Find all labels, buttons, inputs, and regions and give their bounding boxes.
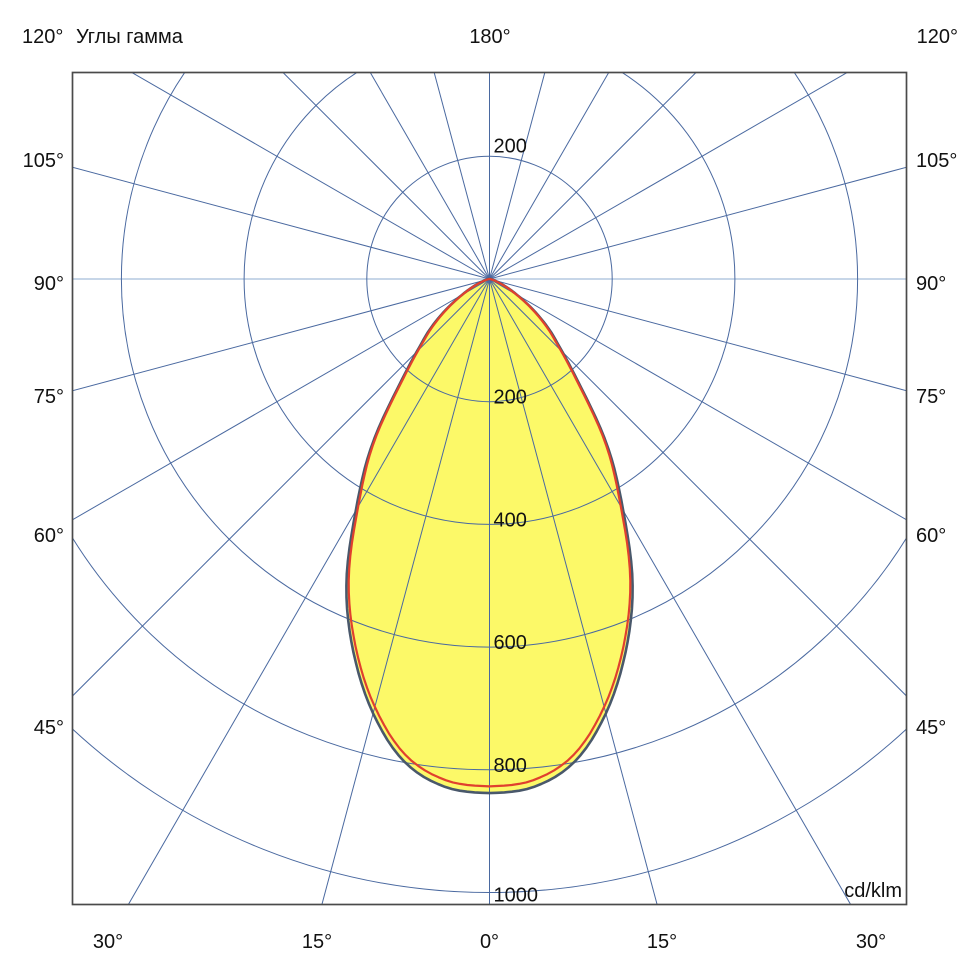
grid-radial-line [72, 278, 490, 521]
gamma-label-bottom: 30° [93, 931, 123, 953]
grid-radial-line [489, 278, 658, 905]
gamma-corner-label-right: 120° [916, 26, 958, 48]
grid-radial-line [489, 166, 907, 280]
grid-radial-line [72, 166, 490, 280]
gamma-label-bottom: 15° [302, 931, 332, 953]
gamma-top-label: 180° [469, 26, 511, 48]
grid-radial-line [489, 72, 698, 280]
grid-radial-line [129, 72, 490, 280]
grid-radial-line [72, 278, 490, 698]
radial-tick-label: 400 [494, 509, 527, 531]
gamma-label-left: 60° [34, 525, 64, 547]
gamma-label-bottom: 15° [647, 931, 677, 953]
radial-tick-label-top: 200 [494, 135, 527, 157]
gamma-label-right: 105° [916, 150, 957, 172]
radial-tick-label: 200 [494, 387, 527, 409]
grid-radial-line [489, 278, 907, 521]
gamma-label-bottom: 0° [480, 931, 499, 953]
grid-radial-line [489, 72, 610, 280]
gamma-label-right: 60° [916, 525, 946, 547]
radial-tick-label: 800 [494, 755, 527, 777]
radial-tick-label: 600 [494, 632, 527, 654]
radial-tick-label: 1000 [494, 885, 539, 907]
gamma-label-left: 45° [34, 717, 64, 739]
grid-radial-line [489, 72, 850, 280]
gamma-label-right: 75° [916, 386, 946, 408]
gamma-label-left: 75° [34, 386, 64, 408]
grid-circle [121, 72, 858, 648]
gamma-label-right: 90° [916, 273, 946, 295]
grid-radial-line [369, 72, 490, 280]
grid-radial-line [127, 278, 490, 905]
grid-radial-line [72, 278, 490, 392]
chart-title: Углы гамма [76, 26, 183, 48]
intensity-curve-red [347, 277, 632, 788]
grid-radial-line [321, 278, 490, 905]
grid-radial-line [489, 278, 907, 392]
gamma-label-left: 105° [23, 150, 64, 172]
grid-circle [72, 535, 907, 771]
grid-radial-line [489, 72, 546, 280]
unit-label: cd/klm [844, 880, 902, 902]
grid-radial-line [489, 278, 852, 905]
plot-border [71, 71, 908, 906]
gamma-label-bottom: 30° [856, 931, 886, 953]
grid-radial-line [433, 72, 490, 280]
grid-circle [366, 155, 613, 403]
gamma-label-left: 90° [34, 273, 64, 295]
grid-circle [72, 727, 907, 893]
grid-circle [243, 72, 736, 525]
grid-radial-line [281, 72, 490, 280]
grid-radial-line [489, 278, 907, 698]
gamma-corner-label-left: 120° [22, 26, 64, 48]
gamma-label-right: 45° [916, 717, 946, 739]
